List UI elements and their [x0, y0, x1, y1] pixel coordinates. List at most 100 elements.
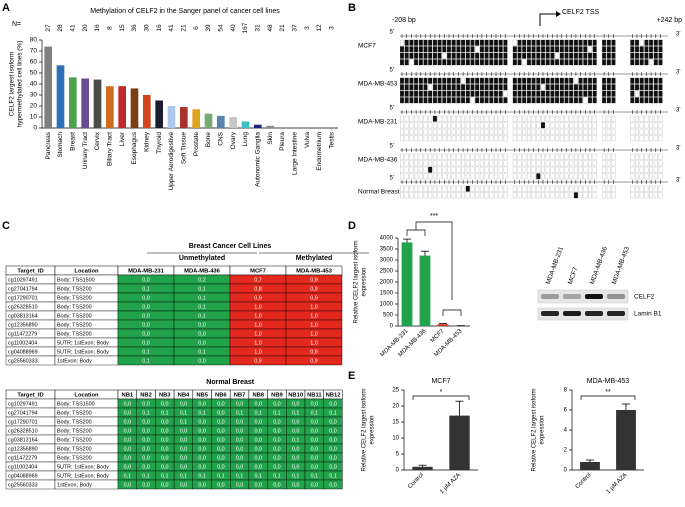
cell-text: cg04088969 — [8, 473, 38, 479]
cpg-site — [470, 160, 475, 167]
bar — [241, 121, 250, 128]
cpg-site — [653, 39, 658, 46]
cpg-site — [635, 135, 639, 142]
cpg-site — [522, 153, 527, 160]
cpg-site — [588, 52, 592, 59]
cell-text: Body; TSS200 — [57, 304, 92, 310]
x-tick-label: Soft Tissue — [181, 132, 188, 165]
cell-text: 0,0 — [198, 437, 206, 443]
cpg-site — [653, 59, 658, 66]
cpg-site — [550, 52, 555, 59]
cpg-site — [536, 46, 541, 53]
cpg-site — [461, 115, 466, 122]
cpg-site — [400, 46, 404, 53]
cpg-site — [569, 39, 574, 46]
region-end: +242 bp — [657, 17, 683, 24]
x-tick-label: Skin — [267, 132, 274, 145]
cpg-site — [578, 115, 583, 122]
cpg-site — [653, 135, 658, 142]
cpg-site — [611, 84, 616, 91]
cpg-site — [526, 77, 531, 84]
cpg-site — [564, 122, 569, 129]
cpg-site — [550, 122, 555, 129]
cpg-site — [578, 52, 583, 59]
cpg-site — [479, 46, 484, 53]
cpg-site — [526, 173, 531, 180]
cpg-site — [404, 77, 409, 84]
cell-text: 0,0 — [255, 401, 263, 407]
cell-text: 0,0 — [255, 455, 263, 461]
cpg-site — [583, 192, 588, 199]
x-tick-label: Stomach — [57, 132, 64, 158]
cpg-site — [611, 39, 616, 46]
cpg-site — [541, 59, 545, 66]
cell-text: Body; TSS200 — [57, 286, 92, 292]
cell-text: 0,0 — [142, 437, 150, 443]
cpg-site — [564, 97, 569, 104]
cell-text: 0,0 — [142, 482, 150, 488]
cpg-site — [658, 52, 663, 59]
cpg-site — [461, 97, 466, 104]
cpg-site — [606, 192, 611, 199]
strand-end: 3' — [676, 146, 680, 152]
cpg-site — [423, 84, 428, 91]
cpg-site — [503, 84, 508, 91]
n-label: 30 — [144, 24, 151, 32]
cpg-site — [559, 52, 564, 59]
cpg-site — [578, 173, 583, 180]
cpg-site — [639, 135, 644, 142]
cpg-site — [456, 160, 461, 167]
cpg-site — [432, 173, 437, 180]
cpg-site — [550, 115, 555, 122]
cpg-site — [559, 192, 564, 199]
blot-band — [563, 294, 581, 299]
cpg-site — [423, 153, 428, 160]
cpg-site — [517, 122, 522, 129]
cpg-site — [465, 46, 470, 53]
cpg-site — [649, 59, 654, 66]
cpg-site — [602, 173, 607, 180]
cpg-site — [611, 97, 616, 104]
cpg-site — [602, 166, 607, 173]
cpg-site — [541, 97, 545, 104]
y-tick-label: 30 — [30, 92, 38, 99]
cpg-site — [630, 115, 635, 122]
cpg-site — [414, 115, 419, 122]
cell-text: 0,0 — [329, 437, 337, 443]
y-tick-label: 0 — [390, 324, 394, 330]
cpg-site — [653, 97, 658, 104]
y-axis-label: Relative CELF2 largest isoform — [354, 240, 360, 323]
cpg-site — [503, 166, 508, 173]
cpg-site — [522, 52, 527, 59]
cpg-site — [418, 52, 423, 59]
cpg-site — [531, 166, 536, 173]
cpg-site — [512, 52, 517, 59]
cpg-site — [503, 160, 508, 167]
cpg-site — [451, 97, 456, 104]
band-label: CELF2 — [634, 294, 655, 301]
cpg-site — [442, 97, 447, 104]
cpg-site — [588, 153, 592, 160]
cpg-site — [470, 185, 475, 192]
cpg-site — [583, 135, 588, 142]
cell-text: 0,1 — [273, 410, 281, 416]
cpg-site — [573, 135, 578, 142]
cpg-site — [404, 46, 409, 53]
panel-label: C — [2, 220, 10, 232]
cpg-site — [526, 97, 531, 104]
cpg-site — [653, 153, 658, 160]
cpg-site — [583, 52, 588, 59]
cpg-site — [484, 135, 489, 142]
cpg-site — [475, 77, 480, 84]
cell-text: 0,0 — [329, 464, 337, 470]
sample-label: Normal Breast — [358, 189, 400, 196]
column-header: NB1 — [122, 393, 134, 399]
cpg-site — [573, 77, 578, 84]
bar — [412, 466, 433, 470]
y-tick-label: 6 — [564, 408, 568, 414]
cpg-site — [512, 122, 517, 129]
cpg-site — [400, 115, 404, 122]
cpg-site — [531, 77, 536, 84]
cpg-site — [489, 46, 494, 53]
cpg-site — [404, 97, 409, 104]
